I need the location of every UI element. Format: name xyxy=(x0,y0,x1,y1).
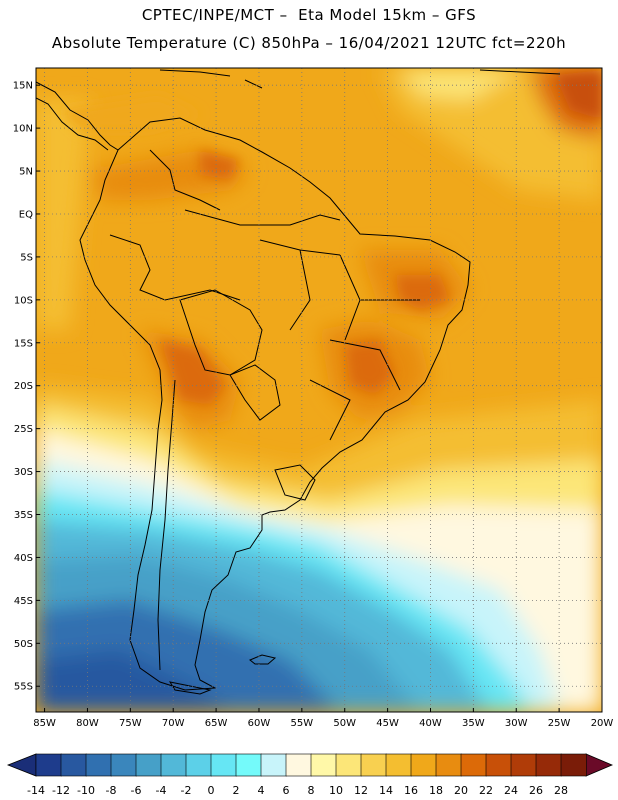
colorbar-swatch xyxy=(485,753,512,777)
colorbar-tick-label: 24 xyxy=(504,784,518,797)
colorbar-swatch xyxy=(410,753,437,777)
colorbar-tick-label: 12 xyxy=(354,784,368,797)
lat-tick-label: EQ xyxy=(19,209,33,220)
colorbar-tick-label: 2 xyxy=(233,784,240,797)
colorbar-swatch xyxy=(85,753,112,777)
colorbar-swatch xyxy=(260,753,287,777)
lat-tick-label: 20S xyxy=(14,381,33,392)
colorbar-tick-label: 4 xyxy=(258,784,265,797)
falkland-islands xyxy=(249,654,277,665)
lat-tick-label: 30S xyxy=(14,467,33,478)
colorbar-tick-label: 8 xyxy=(308,784,315,797)
colorbar-swatch xyxy=(160,753,187,777)
colorbar-swatch xyxy=(335,753,362,777)
lat-tick-label: 25S xyxy=(14,424,33,435)
colorbar-swatch xyxy=(535,753,562,777)
colorbar-tick-label: -10 xyxy=(77,784,95,797)
lat-tick-label: 45S xyxy=(14,596,33,607)
colorbar-tick-label: 28 xyxy=(554,784,568,797)
colorbar-swatch xyxy=(385,753,412,777)
lat-tick-label: 15N xyxy=(13,81,33,92)
lon-tick-label: 70W xyxy=(162,718,185,729)
colorbar-swatch xyxy=(135,753,162,777)
border-bolivia xyxy=(179,289,263,376)
border-colombia-venezuela xyxy=(149,149,221,211)
colorbar-tick-label: -8 xyxy=(106,784,117,797)
lon-tick-label: 45W xyxy=(376,718,399,729)
lon-tick-label: 75W xyxy=(119,718,142,729)
lat-tick-label: 5S xyxy=(20,252,33,263)
colorbar-swatch xyxy=(360,753,387,777)
colorbar-swatch xyxy=(210,753,237,777)
border-paraguay xyxy=(229,364,281,421)
colorbar-swatch xyxy=(460,753,487,777)
longitude-axis: 85W 80W 75W 70W 65W 60W 55W 50W 45W 40W 35W 30W 25W 2… xyxy=(33,708,613,729)
lat-tick-label: 50S xyxy=(14,639,33,650)
colorbar-swatch xyxy=(185,753,212,777)
lon-tick-label: 80W xyxy=(76,718,99,729)
lat-tick-label: 35S xyxy=(14,510,33,521)
colorbar-tick-label: 10 xyxy=(329,784,343,797)
caribbean-islands xyxy=(159,69,561,89)
latitude-axis: 15N 10N 5N EQ 5S 10S 15S 20S 25S 30S 35S 40S 45S 50S 5… xyxy=(13,81,40,693)
colorbar-tick-label: -12 xyxy=(52,784,70,797)
coastlines-and-borders xyxy=(36,69,561,695)
colorbar-swatch xyxy=(35,753,62,777)
central-america-north-coast xyxy=(36,97,109,151)
south-america-outline xyxy=(79,117,471,691)
colorbar-tick-label: -4 xyxy=(156,784,167,797)
colorbar-tick-label: -2 xyxy=(181,784,192,797)
lon-tick-label: 55W xyxy=(291,718,314,729)
lat-tick-label: 5N xyxy=(19,167,33,178)
map-title-line-1: CPTEC/INPE/MCT – Eta Model 15km – GFS xyxy=(141,6,477,24)
lat-tick-label: 40S xyxy=(14,553,33,564)
lat-tick-label: 55S xyxy=(14,682,33,693)
colorbar-swatch xyxy=(110,753,137,777)
map-title-line-2: Absolute Temperature (C) 850hPa – 16/04/… xyxy=(51,34,567,52)
tierra-del-fuego xyxy=(168,681,212,695)
lon-tick-label: 35W xyxy=(462,718,485,729)
colorbar: -14 -12 -10 -8 -6 -4 -2 0 2 4 6 8 10 12 14 16 18 20 22 24 26… xyxy=(6,753,614,797)
colorbar-swatch xyxy=(235,753,262,777)
lon-tick-label: 30W xyxy=(505,718,528,729)
colorbar-overflow-arrow xyxy=(585,753,614,777)
colorbar-swatch xyxy=(60,753,87,777)
lon-tick-label: 50W xyxy=(333,718,356,729)
border-amazon-north xyxy=(184,209,341,226)
colorbar-tick-label: 6 xyxy=(283,784,290,797)
lon-tick-label: 25W xyxy=(548,718,571,729)
graticule xyxy=(36,68,602,712)
border-peru-brazil xyxy=(109,234,241,301)
lon-tick-label: 20W xyxy=(591,718,614,729)
lat-tick-label: 10N xyxy=(13,124,33,135)
colorbar-underflow-arrow xyxy=(6,753,37,777)
colorbar-swatch xyxy=(560,753,587,777)
colorbar-tick-label: 20 xyxy=(454,784,468,797)
colorbar-tick-label: -6 xyxy=(131,784,142,797)
lon-tick-label: 60W xyxy=(248,718,271,729)
colorbar-tick-label: 0 xyxy=(208,784,215,797)
border-argentina-chile xyxy=(157,379,176,671)
temperature-field xyxy=(36,68,602,712)
lat-tick-label: 15S xyxy=(14,338,33,349)
lon-tick-label: 40W xyxy=(419,718,442,729)
colorbar-tick-label: 14 xyxy=(379,784,393,797)
border-uruguay xyxy=(274,464,316,501)
colorbar-swatch xyxy=(310,753,337,777)
lon-tick-label: 85W xyxy=(33,718,56,729)
lat-tick-label: 10S xyxy=(14,295,33,306)
colorbar-tick-label: 18 xyxy=(429,784,443,797)
colorbar-tick-label: 22 xyxy=(479,784,493,797)
colorbar-swatch xyxy=(435,753,462,777)
colorbar-swatch xyxy=(510,753,537,777)
central-america-outline xyxy=(36,81,119,151)
colorbar-tick-label: 26 xyxy=(529,784,543,797)
colorbar-tick-label: 16 xyxy=(404,784,418,797)
colorbar-tick-label: -14 xyxy=(27,784,45,797)
colorbar-swatch xyxy=(285,753,312,777)
lon-tick-label: 65W xyxy=(205,718,228,729)
plot-frame xyxy=(35,67,603,713)
